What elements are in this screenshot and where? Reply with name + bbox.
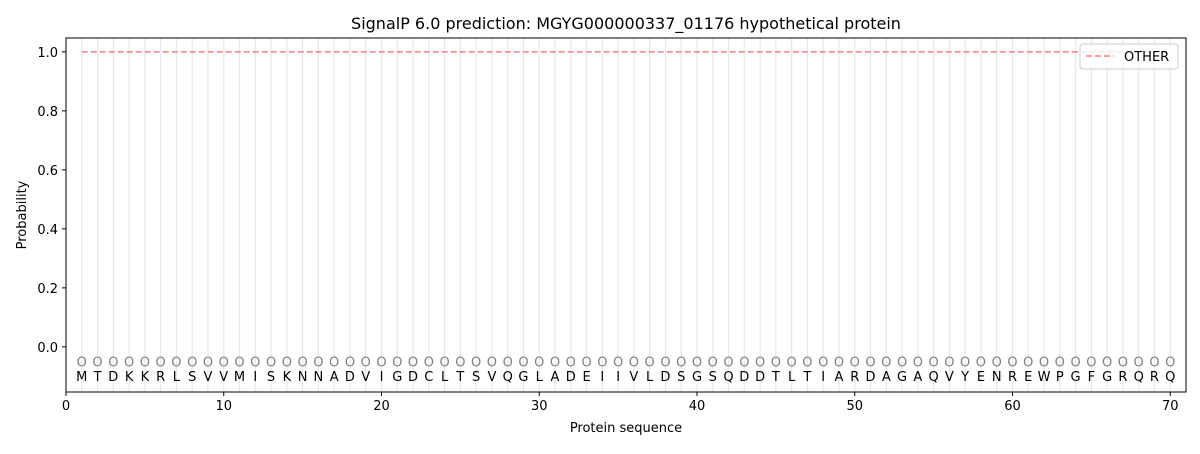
legend-label-other: OTHER: [1124, 50, 1169, 65]
position-state-label: O: [581, 356, 591, 371]
position-state-label: O: [518, 356, 528, 371]
position-state-label: O: [219, 356, 229, 371]
position-state-label: O: [960, 356, 970, 371]
legend: OTHER: [1079, 43, 1179, 70]
position-state-label: O: [992, 356, 1002, 371]
position-state-label: O: [865, 356, 875, 371]
position-state-label: O: [881, 356, 891, 371]
position-state-label: O: [282, 356, 292, 371]
position-state-label: O: [771, 356, 781, 371]
y-tick-label: 1.0: [37, 46, 58, 61]
position-state-label: O: [1023, 356, 1033, 371]
position-state-label: O: [928, 356, 938, 371]
plot-frame: [65, 37, 1187, 393]
position-state-label: O: [329, 356, 339, 371]
position-state-label: O: [676, 356, 686, 371]
position-state-label: O: [439, 356, 449, 371]
position-state-label: O: [708, 356, 718, 371]
position-state-label: O: [645, 356, 655, 371]
position-state-label: O: [739, 356, 749, 371]
position-state-label: O: [1149, 356, 1159, 371]
position-state-label: O: [692, 356, 702, 371]
y-tick-label: 0.0: [37, 341, 58, 356]
position-state-label: O: [629, 356, 639, 371]
position-state-label: O: [1086, 356, 1096, 371]
x-tick-label: 70: [1162, 399, 1179, 414]
position-state-label: O: [77, 356, 87, 371]
legend-box: [1079, 43, 1179, 70]
position-state-label: O: [140, 356, 150, 371]
x-axis-label: Protein sequence: [570, 421, 682, 436]
position-state-label: O: [298, 356, 308, 371]
position-state-label: O: [787, 356, 797, 371]
position-state-label: O: [1118, 356, 1128, 371]
position-state-label: O: [250, 356, 260, 371]
position-state-label: O: [1055, 356, 1065, 371]
position-state-label: O: [156, 356, 166, 371]
x-tick-label: 20: [373, 399, 390, 414]
position-state-label: O: [834, 356, 844, 371]
position-state-label: O: [818, 356, 828, 371]
x-axis-ticks: 0 10 20 30 40 50 60 70: [62, 392, 1179, 414]
position-state-label: O: [424, 356, 434, 371]
residue-sequence: MTDKKRLSVVMISKNNADVIGDCLTSVQGLADEIIVLDSG…: [76, 370, 1175, 385]
position-state-label: O: [392, 356, 402, 371]
y-tick-label: 0.6: [37, 164, 58, 179]
position-state-label: O: [361, 356, 371, 371]
position-state-label: O: [266, 356, 276, 371]
position-state-label: O: [534, 356, 544, 371]
position-state-label: O: [976, 356, 986, 371]
position-state-label: O: [124, 356, 134, 371]
position-state-label: O: [802, 356, 812, 371]
position-state-label: O: [850, 356, 860, 371]
position-state-label: O: [566, 356, 576, 371]
position-state-label: O: [487, 356, 497, 371]
position-state-label: O: [913, 356, 923, 371]
position-state-label: O: [1102, 356, 1112, 371]
x-tick-label: 50: [846, 399, 863, 414]
x-tick-label: 60: [1004, 399, 1021, 414]
position-state-label: O: [1039, 356, 1049, 371]
position-state-label: O: [1134, 356, 1144, 371]
y-tick-label: 0.2: [37, 282, 58, 297]
position-state-label: O: [376, 356, 386, 371]
y-tick-label: 0.8: [37, 105, 58, 120]
position-state-label: O: [597, 356, 607, 371]
position-state-label: O: [897, 356, 907, 371]
position-state-label: O: [503, 356, 513, 371]
x-tick-label: 10: [215, 399, 232, 414]
position-state-label: O: [755, 356, 765, 371]
position-state-label: O: [1007, 356, 1017, 371]
position-state-label: O: [723, 356, 733, 371]
position-gridlines: [81, 38, 1171, 392]
x-tick-label: 40: [689, 399, 706, 414]
y-axis-label: Probability: [15, 180, 30, 249]
x-tick-label: 30: [531, 399, 548, 414]
position-state-label: O: [345, 356, 355, 371]
x-tick-label: 0: [62, 399, 70, 414]
position-state-label: O: [455, 356, 465, 371]
position-state-label: O: [187, 356, 197, 371]
position-state-label: O: [550, 356, 560, 371]
position-state-label: O: [203, 356, 213, 371]
y-tick-label: 0.4: [37, 223, 58, 238]
position-state-label: O: [1165, 356, 1175, 371]
position-state-label: O: [108, 356, 118, 371]
position-state-label: O: [471, 356, 481, 371]
position-state-label: O: [660, 356, 670, 371]
position-state-label: O: [234, 356, 244, 371]
y-axis-ticks: 0.0 0.2 0.4 0.6 0.8 1.0: [37, 46, 66, 356]
position-state-label: O: [171, 356, 181, 371]
chart-title: SignalP 6.0 prediction: MGYG000000337_01…: [351, 14, 901, 34]
position-state-label: O: [1070, 356, 1080, 371]
position-state-label: O: [313, 356, 323, 371]
position-state-label: O: [944, 356, 954, 371]
position-state-label: O: [408, 356, 418, 371]
position-state-label: O: [92, 356, 102, 371]
position-state-label: O: [613, 356, 623, 371]
